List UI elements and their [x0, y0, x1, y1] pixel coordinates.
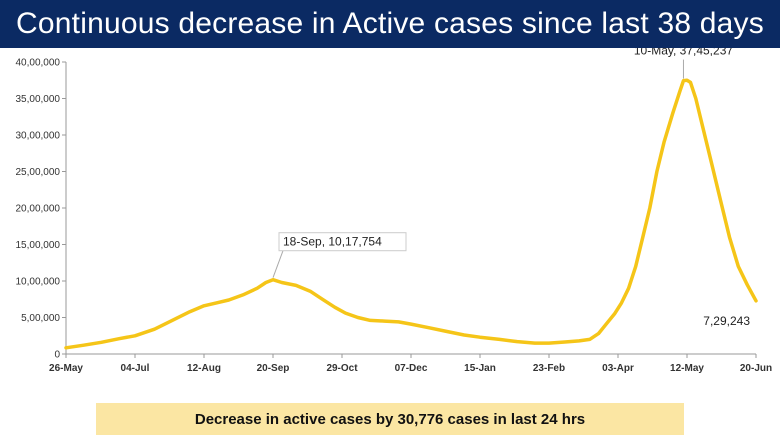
active-cases-line-chart: 0 5,00,000 10,00,000 15,00,000 20,00,000 25,0…	[16, 48, 773, 374]
y-tick-label: 40,00,000	[16, 58, 61, 69]
y-tick-label: 15,00,000	[16, 240, 61, 251]
y-tick-label: 25,00,000	[16, 167, 61, 178]
annotation-latest: 7,29,243	[703, 314, 750, 328]
annotations-group: 18-Sep, 10,17,754 10-May, 37,45,237 7,29,2…	[272, 48, 750, 328]
x-axis: 26-May 04-Jul 12-Aug 20-Sep 29-Oct 07-Dec 15-J…	[49, 353, 772, 374]
y-tick-label: 35,00,000	[16, 94, 61, 105]
y-axis: 0 5,00,000 10,00,000 15,00,000 20,00,000 25,0…	[16, 58, 67, 361]
x-tick-label: 20-Jun	[740, 363, 772, 374]
annotation-peak-may: 10-May, 37,45,237	[634, 48, 734, 58]
x-tick-label: 12-Aug	[187, 363, 221, 374]
footer-callout: Decrease in active cases by 30,776 cases…	[96, 403, 684, 435]
y-tick-label: 0	[54, 350, 60, 361]
y-tick-label: 5,00,000	[21, 313, 60, 324]
annotation-peak-sep-box	[278, 232, 407, 252]
x-tick-label: 29-Oct	[326, 363, 358, 374]
x-tick-label: 12-May	[670, 363, 704, 374]
x-tick-label: 15-Jan	[464, 363, 496, 374]
x-tick-label: 07-Dec	[395, 363, 428, 374]
annotation-peak-sep: 18-Sep, 10,17,754	[283, 235, 382, 249]
x-tick-label: 26-May	[49, 363, 83, 374]
y-tick-label: 30,00,000	[16, 131, 61, 142]
x-tick-label: 03-Apr	[602, 363, 634, 374]
series-group	[64, 78, 758, 350]
y-tick-label: 10,00,000	[16, 277, 61, 288]
x-tick-label: 23-Feb	[533, 363, 565, 374]
x-tick-label: 20-Sep	[257, 363, 290, 374]
y-tick-label: 20,00,000	[16, 204, 61, 215]
page-title: Continuous decrease in Active cases sinc…	[0, 0, 780, 48]
x-tick-label: 04-Jul	[121, 363, 150, 374]
active-cases-series-line	[64, 78, 758, 350]
annotation-peak-sep-leader	[272, 250, 284, 278]
